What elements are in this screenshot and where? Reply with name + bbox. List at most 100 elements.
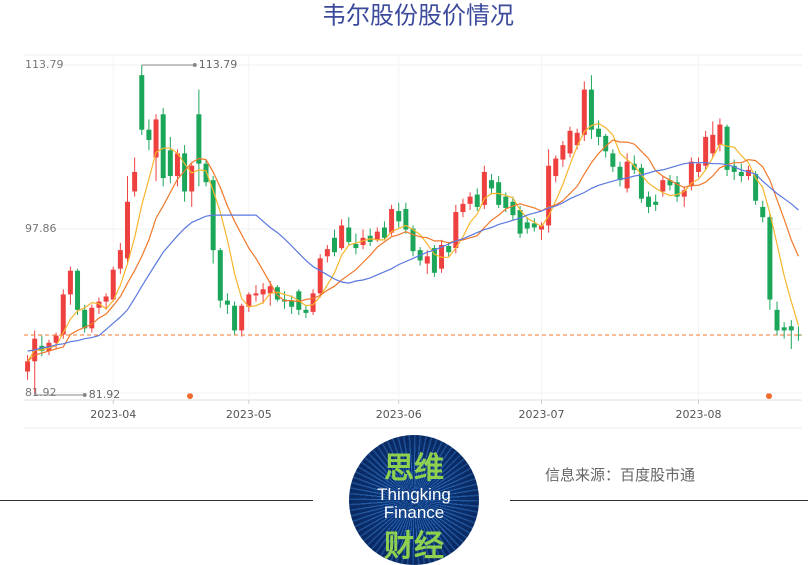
candle-body — [517, 210, 523, 234]
x-tick-label: 2023-06 — [376, 408, 422, 421]
moving-average — [27, 162, 799, 352]
candle-body — [353, 243, 359, 249]
candle-body — [274, 287, 280, 300]
x-tick-label: 2023-05 — [226, 408, 272, 421]
candle-body — [310, 293, 316, 312]
candle-body — [674, 182, 680, 197]
candle-body — [167, 150, 173, 177]
candle-body — [767, 217, 773, 300]
candle-body — [239, 305, 245, 331]
y-tick-label: 97.86 — [25, 222, 57, 235]
candle-body — [795, 334, 801, 336]
candle-body — [760, 206, 766, 218]
x-tick-label: 2023-07 — [518, 408, 564, 421]
candle-body — [531, 223, 537, 228]
candle-body — [538, 225, 544, 230]
candle-body — [596, 128, 602, 137]
candle-body — [389, 208, 395, 233]
candle-body — [781, 327, 787, 331]
candle-body — [553, 158, 559, 177]
candle-body — [53, 335, 59, 343]
candle-body — [696, 163, 702, 172]
candle-body — [588, 89, 594, 130]
candle-body — [139, 75, 145, 130]
min-pointer — [34, 393, 85, 396]
candle-body — [117, 250, 123, 269]
candle-body — [67, 270, 73, 295]
candle-body — [381, 227, 387, 238]
candle-body — [560, 145, 566, 160]
candle-body — [224, 300, 230, 305]
candle-body — [489, 180, 495, 189]
logo: 思维 Thingking Finance 财经 — [349, 435, 479, 565]
rule — [0, 500, 313, 501]
candle-body — [638, 167, 644, 199]
candle-body — [174, 153, 180, 177]
candle-body — [667, 180, 673, 186]
candle-body — [25, 361, 31, 372]
candle-body — [724, 126, 730, 170]
candle-body — [546, 165, 552, 226]
candle-body — [446, 246, 452, 253]
candle-body — [603, 135, 609, 152]
candle-body — [96, 301, 102, 308]
candle-body — [753, 173, 759, 201]
candle-body — [653, 201, 659, 205]
candle-body — [788, 326, 794, 331]
candle-body — [374, 231, 380, 240]
candle-body — [424, 256, 430, 264]
candle-body — [688, 161, 694, 187]
candle-body — [481, 171, 487, 205]
candle-body — [232, 305, 238, 331]
candle-body — [745, 169, 751, 177]
max-label: 113.79 — [199, 58, 238, 71]
y-tick-label: 113.79 — [25, 58, 64, 71]
candle-body — [510, 201, 516, 216]
candle-body — [196, 114, 202, 164]
source: 信息来源：百度股市通 — [545, 466, 696, 484]
candle-body — [474, 194, 480, 207]
candle-body — [453, 212, 459, 249]
candle-body — [260, 289, 266, 295]
logo-text: 财经 — [384, 529, 444, 564]
candle-body — [567, 130, 573, 154]
max-dot — [192, 62, 197, 67]
candle-body — [146, 129, 152, 141]
candle-body — [203, 163, 209, 183]
x-tick-label: 2023-08 — [676, 408, 722, 421]
candle-body — [103, 296, 109, 302]
candle-body — [246, 294, 252, 307]
candle-body — [182, 153, 188, 192]
candle-body — [132, 171, 138, 192]
candle-body — [289, 300, 295, 307]
chart: 韦尔股份股价情况 81.92 97.86 113.79 2023-04 2023-05 2… — [24, 2, 802, 429]
rule — [510, 500, 808, 501]
candle-body — [524, 222, 530, 229]
candle-body — [403, 208, 409, 230]
x-tick-label: 2023-04 — [90, 408, 136, 421]
candle-body — [317, 258, 323, 294]
candle-body — [303, 309, 309, 313]
candle-body — [110, 269, 116, 300]
logo-text: 思维 — [384, 451, 444, 486]
event-dot — [187, 393, 193, 399]
moving-average — [27, 139, 799, 362]
candle-body — [717, 124, 723, 146]
candle-body — [339, 225, 345, 249]
candle-body — [75, 270, 81, 310]
candle-body — [89, 307, 95, 329]
moving-average — [27, 122, 799, 362]
candle-body — [253, 293, 259, 296]
candle-body — [738, 171, 744, 177]
candle-body — [710, 134, 716, 154]
candle-body — [346, 227, 352, 242]
candle-body — [617, 166, 623, 181]
candle-body — [410, 228, 416, 252]
candle-body — [660, 180, 666, 192]
candle-body — [82, 309, 88, 329]
min-label: 81.92 — [89, 388, 121, 401]
candle-body — [703, 136, 709, 166]
candle-body — [731, 165, 737, 172]
candle-body — [396, 211, 402, 222]
